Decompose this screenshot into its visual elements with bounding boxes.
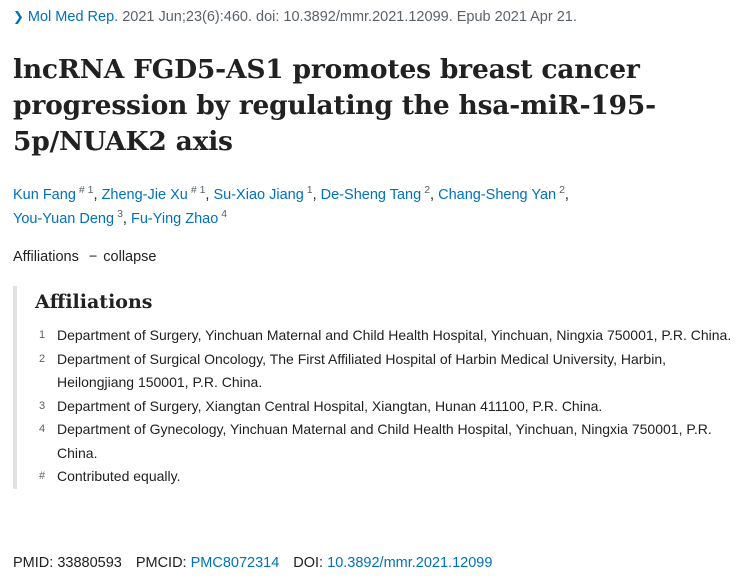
author-link[interactable]: Kun Fang [13,187,76,203]
author-link[interactable]: Fu-Ying Zhao [130,211,219,227]
author-affiliation-ref[interactable]: 4 [221,208,228,220]
affiliation-number: 4 [39,423,46,435]
affiliation-number: 3 [39,399,46,412]
author-separator: , [312,187,321,203]
affiliation-number: 2 [39,352,46,365]
authors-list: Kun Fang # 1, Zheng-Jie Xu # 1, Su-Xiao Ji… [13,183,733,231]
author-separator: , [430,187,439,203]
author-separator: , [205,187,214,203]
pmcid-label: PMCID: [135,555,191,571]
affiliation-item: 2 Department of Surgical Oncology, The Fi… [35,348,743,395]
doi-link[interactable]: 10.3892/mmr.2021.12099 [327,555,493,571]
pmcid-link[interactable]: PMC8072314 [190,555,280,571]
affiliations-panel: Affiliations 1 Department of Surgery, Yin… [13,286,743,489]
affiliation-text: Department of Surgery, Yinchuan Maternal… [57,327,732,343]
article-title: lncRNA FGD5-AS1 promotes breast cancer p… [13,54,656,157]
affiliation-text: Department of Surgical Oncology, The Fir… [57,350,666,391]
affiliation-number: 1 [39,329,46,341]
author-affiliation-ref[interactable]: 2 [424,184,431,196]
author-separator: , [564,187,569,203]
journal-link[interactable]: Mol Med Rep. [27,9,119,25]
affiliations-heading: Affiliations [35,291,153,313]
pmid-value: 33880593 [57,555,122,571]
author-affiliation-ref[interactable]: 1 [306,184,313,196]
affiliation-text: Department of Surgery, Xiangtan Central … [57,397,603,414]
author-link[interactable]: De-Sheng Tang [320,187,422,203]
author-affiliation-ref[interactable]: # 1 [78,184,94,196]
affiliations-toggle-label: Affiliations [13,249,79,265]
citation-line: ❯ Mol Med Rep. 2021 Jun;23(6):460. doi: 1… [13,9,577,25]
affiliation-item: 1 Department of Surgery, Yinchuan Materna… [35,324,743,348]
citation-details: 2021 Jun;23(6):460. doi: 10.3892/mmr.202… [118,9,577,25]
author-link[interactable]: You-Yuan Deng [13,211,115,227]
author-separator: , [93,187,102,203]
author-affiliation-ref[interactable]: # 1 [190,184,206,196]
affiliation-number: # [39,470,46,482]
affiliations-list: 1 Department of Surgery, Yinchuan Materna… [35,324,743,489]
author-affiliation-ref[interactable]: 3 [117,208,123,220]
affiliation-text: Contributed equally. [57,468,181,484]
affiliation-item: 4 Department of Gynecology, Yinchuan Mate… [35,418,743,465]
doi-label: DOI: [293,555,328,571]
affiliation-item: # Contributed equally. [35,465,743,489]
pmid-label: PMID: [13,555,58,571]
chevron-right-icon[interactable]: ❯ [13,9,24,24]
author-link[interactable]: Zheng-Jie Xu [101,187,188,203]
author-link[interactable]: Chang-Sheng Yan [438,187,557,203]
author-link[interactable]: Su-Xiao Jiang [213,187,304,203]
article-identifiers: PMID: 33880593 PMCID: PMC8072314 DOI: 10.3… [13,555,492,571]
affiliation-item: 3 Department of Surgery, Xiangtan Central… [35,395,743,419]
author-affiliation-ref[interactable]: 2 [559,184,565,196]
collapse-button[interactable]: collapse [103,249,157,265]
author-separator: , [122,211,131,227]
affiliations-toggle: Affiliations − collapse [13,249,157,265]
minus-icon: − [88,249,98,265]
affiliation-text: Department of Gynecology, Yinchuan Mater… [57,421,712,461]
